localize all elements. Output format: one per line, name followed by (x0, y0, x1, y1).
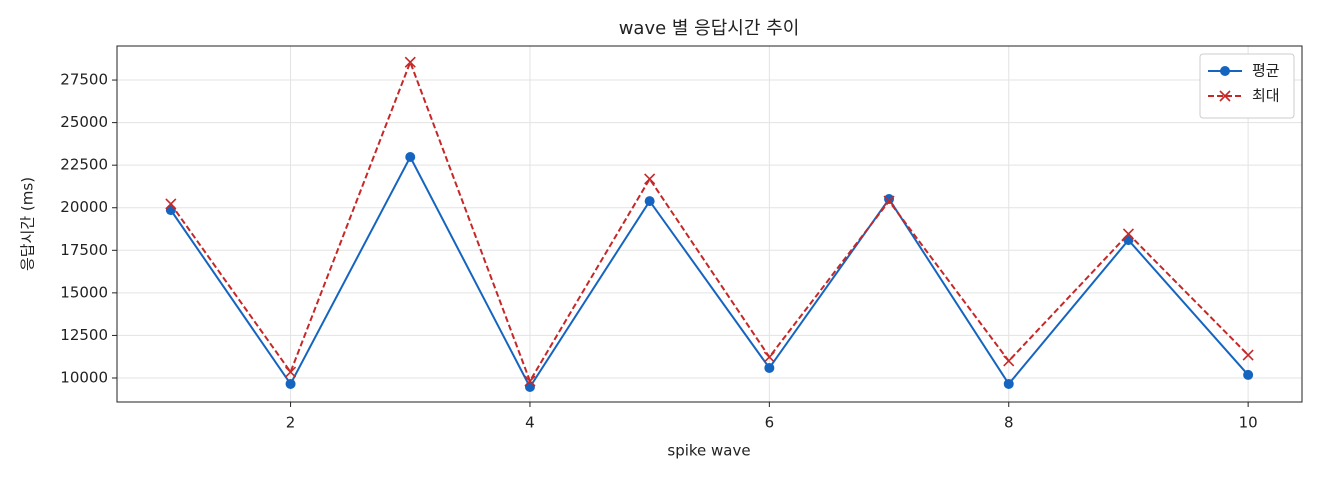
data-point (1003, 378, 1014, 389)
data-point (284, 366, 297, 378)
data-point (763, 351, 775, 363)
plot-frame (116, 45, 1303, 403)
y-axis-label: 응답시간 (ms) (19, 177, 37, 271)
y-tick-label: 25000 (60, 113, 108, 131)
x-tick-label: 8 (1004, 414, 1014, 432)
legend-box (1199, 53, 1295, 119)
data-point (405, 152, 416, 163)
y-tick-label: 20000 (60, 198, 108, 216)
x-tick-label: 4 (525, 414, 535, 432)
y-tick-label: 17500 (60, 241, 108, 259)
chart-title: wave 별 응답시간 추이 (619, 18, 800, 39)
series-line (170, 154, 1249, 390)
y-tick-label: 27500 (60, 71, 108, 89)
data-point (524, 375, 536, 387)
data-point (764, 362, 775, 373)
data-point (1242, 349, 1254, 361)
legend-label: 평균 (1252, 62, 1280, 80)
x-axis-label: spike wave (667, 442, 750, 460)
y-tick-label: 12500 (60, 326, 108, 344)
data-point (644, 173, 656, 185)
x-tick-label: 2 (286, 414, 296, 432)
legend-label: 최대 (1252, 87, 1280, 105)
data-point (285, 378, 296, 389)
data-point (1122, 228, 1135, 240)
x-tick-label: 10 (1239, 414, 1258, 432)
data-point (1003, 355, 1015, 367)
data-point (404, 56, 416, 68)
series-line (170, 59, 1249, 384)
data-point (883, 195, 895, 207)
data-point (884, 194, 895, 205)
legend-marker (1220, 66, 1230, 76)
data-point (644, 196, 655, 207)
y-tick-label: 22500 (60, 156, 108, 174)
legend-marker (1219, 90, 1231, 102)
data-point (165, 198, 177, 210)
y-tick-label: 15000 (60, 283, 108, 301)
data-point (1243, 369, 1254, 380)
y-tick-label: 10000 (60, 368, 108, 386)
x-tick-label: 6 (765, 414, 775, 432)
